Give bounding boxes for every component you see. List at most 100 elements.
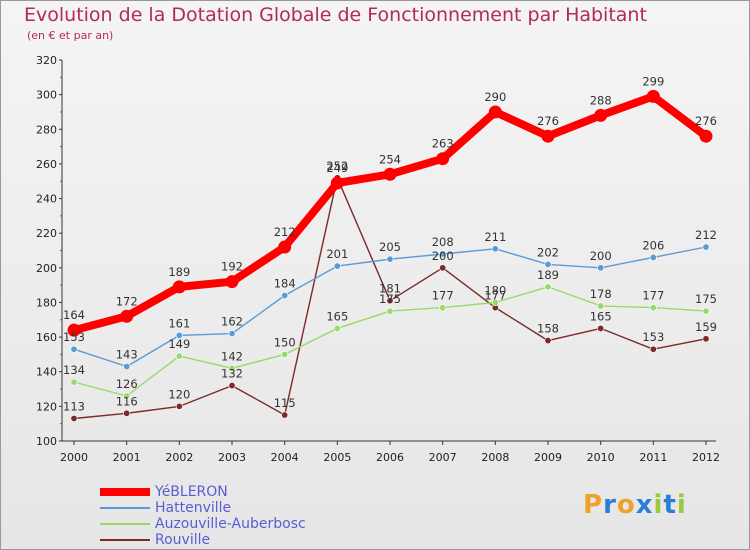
- data-point: [281, 411, 289, 419]
- data-point: [175, 402, 183, 410]
- data-labels: 113 116 120 132 115 252 181 200 177 158 165 153 159 1…: [63, 74, 717, 413]
- y-tick-label: 220: [36, 227, 57, 240]
- data-point: [597, 324, 605, 332]
- data-label: 115: [274, 396, 296, 410]
- data-label: 180: [484, 283, 506, 297]
- data-point: [544, 337, 552, 345]
- y-tick-label: 280: [36, 123, 57, 136]
- x-tick-label: 2005: [323, 451, 351, 464]
- data-point: [120, 309, 134, 323]
- data-label: 189: [168, 265, 190, 279]
- x-tick-label: 2012: [692, 451, 720, 464]
- data-point: [330, 176, 344, 190]
- data-label: 158: [537, 322, 559, 336]
- y-tick-label: 120: [36, 400, 57, 413]
- data-point: [702, 335, 710, 343]
- data-label: 142: [221, 349, 243, 363]
- data-label: 276: [537, 114, 559, 128]
- x-tick-label: 2000: [60, 451, 88, 464]
- series-points: [67, 89, 713, 422]
- data-point: [172, 280, 186, 294]
- y-tick-label: 260: [36, 158, 57, 171]
- chart-title: Evolution de la Dotation Globale de Fonc…: [24, 4, 647, 26]
- data-point: [281, 350, 289, 358]
- x-tick-label: 2008: [481, 451, 509, 464]
- data-label: 178: [590, 287, 612, 301]
- y-tick-label: 320: [36, 54, 57, 67]
- data-point: [386, 307, 394, 315]
- data-point: [228, 382, 236, 390]
- data-label: 206: [642, 238, 664, 252]
- data-point: [491, 298, 499, 306]
- logo-letter: i: [676, 490, 687, 520]
- data-label: 161: [168, 316, 190, 330]
- data-point: [488, 105, 502, 119]
- data-point: [228, 364, 236, 372]
- legend-label: Hattenville: [155, 500, 232, 516]
- data-label: 189: [537, 268, 559, 282]
- y-tick-label: 100: [36, 435, 57, 448]
- data-label: 120: [168, 387, 190, 401]
- data-point: [649, 304, 657, 312]
- data-label: 134: [63, 363, 85, 377]
- data-label: 175: [695, 292, 717, 306]
- data-label: 113: [63, 399, 85, 413]
- data-label: 177: [642, 289, 664, 303]
- logo-letter: x: [635, 490, 654, 520]
- x-tick-label: 2002: [165, 451, 193, 464]
- data-label: 159: [695, 320, 717, 334]
- data-label: 177: [432, 289, 454, 303]
- data-label: 184: [274, 277, 296, 291]
- data-point: [278, 240, 292, 254]
- data-label: 211: [484, 230, 506, 244]
- x-tick-label: 2009: [534, 451, 562, 464]
- data-point: [70, 414, 78, 422]
- data-label: 164: [63, 308, 85, 322]
- data-point: [541, 129, 555, 143]
- data-label: 153: [642, 330, 664, 344]
- data-point: [649, 345, 657, 353]
- data-point: [228, 330, 236, 338]
- data-point: [702, 307, 710, 315]
- data-point: [175, 331, 183, 339]
- data-label: 181: [379, 282, 401, 296]
- data-label: 132: [221, 367, 243, 381]
- y-tick-label: 160: [36, 331, 57, 344]
- proxiti-logo: Proxiti: [583, 490, 687, 520]
- x-tick-label: 2003: [218, 451, 246, 464]
- data-label: 252: [326, 159, 348, 173]
- data-point: [383, 167, 397, 181]
- x-tick-label: 2006: [376, 451, 404, 464]
- data-point: [386, 297, 394, 305]
- data-label: 149: [168, 337, 190, 351]
- y-tick-label: 180: [36, 296, 57, 309]
- logo-letter: r: [603, 490, 617, 520]
- data-label: 201: [326, 247, 348, 261]
- logo-letter: P: [583, 490, 604, 520]
- y-axis-ticks: 100 120 140 160 180 200 220 240 260 280 300 320: [36, 54, 62, 448]
- data-point: [123, 409, 131, 417]
- legend-label: Rouville: [155, 532, 211, 548]
- data-point: [123, 392, 131, 400]
- data-label: 205: [379, 240, 401, 254]
- data-label: 299: [642, 74, 664, 88]
- data-label: 254: [379, 152, 401, 166]
- data-label: 172: [116, 294, 138, 308]
- data-point: [67, 323, 81, 337]
- legend-label: Auzouville-Auberbosc: [155, 516, 306, 532]
- data-label: 200: [590, 249, 612, 263]
- data-point: [439, 250, 447, 258]
- data-point: [646, 89, 660, 103]
- data-label: 202: [537, 245, 559, 259]
- data-label: 165: [590, 309, 612, 323]
- y-tick-label: 140: [36, 366, 57, 379]
- data-label: 249: [326, 161, 348, 175]
- legend-swatch: [100, 488, 150, 496]
- logo-letter: t: [663, 490, 677, 520]
- data-label: 175: [379, 292, 401, 306]
- data-point: [225, 275, 239, 289]
- data-label: 200: [432, 249, 454, 263]
- data-label: 143: [116, 348, 138, 362]
- data-point: [70, 345, 78, 353]
